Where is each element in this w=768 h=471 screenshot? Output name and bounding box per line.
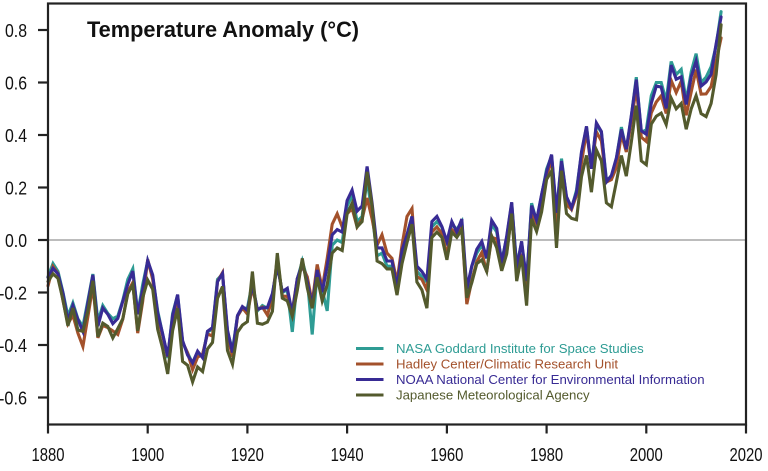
svg-text:1980: 1980 bbox=[530, 444, 563, 465]
svg-text:0.4: 0.4 bbox=[5, 125, 27, 146]
svg-text:1900: 1900 bbox=[131, 444, 164, 465]
svg-text:-0.2: -0.2 bbox=[0, 283, 27, 304]
svg-text:NASA Goddard Institute for Spa: NASA Goddard Institute for Space Studies bbox=[396, 341, 644, 356]
svg-text:0.8: 0.8 bbox=[5, 20, 27, 41]
svg-text:2000: 2000 bbox=[630, 444, 663, 465]
svg-text:2020: 2020 bbox=[730, 444, 763, 465]
svg-text:0.2: 0.2 bbox=[5, 178, 27, 199]
svg-text:1880: 1880 bbox=[32, 444, 65, 465]
svg-text:0.0: 0.0 bbox=[5, 230, 27, 251]
svg-text:Hadley Center/Climatic Researc: Hadley Center/Climatic Research Unit bbox=[396, 357, 618, 372]
svg-text:-0.4: -0.4 bbox=[0, 335, 27, 356]
svg-text:Temperature Anomaly (°C): Temperature Anomaly (°C) bbox=[87, 17, 359, 42]
svg-text:1960: 1960 bbox=[430, 444, 463, 465]
svg-text:Japanese Meteorological Agency: Japanese Meteorological Agency bbox=[396, 388, 590, 403]
svg-text:1940: 1940 bbox=[331, 444, 364, 465]
svg-text:1920: 1920 bbox=[231, 444, 264, 465]
svg-text:-0.6: -0.6 bbox=[0, 388, 27, 409]
svg-text:NOAA National Center for Envir: NOAA National Center for Environmental I… bbox=[396, 372, 705, 387]
svg-text:0.6: 0.6 bbox=[5, 73, 27, 94]
